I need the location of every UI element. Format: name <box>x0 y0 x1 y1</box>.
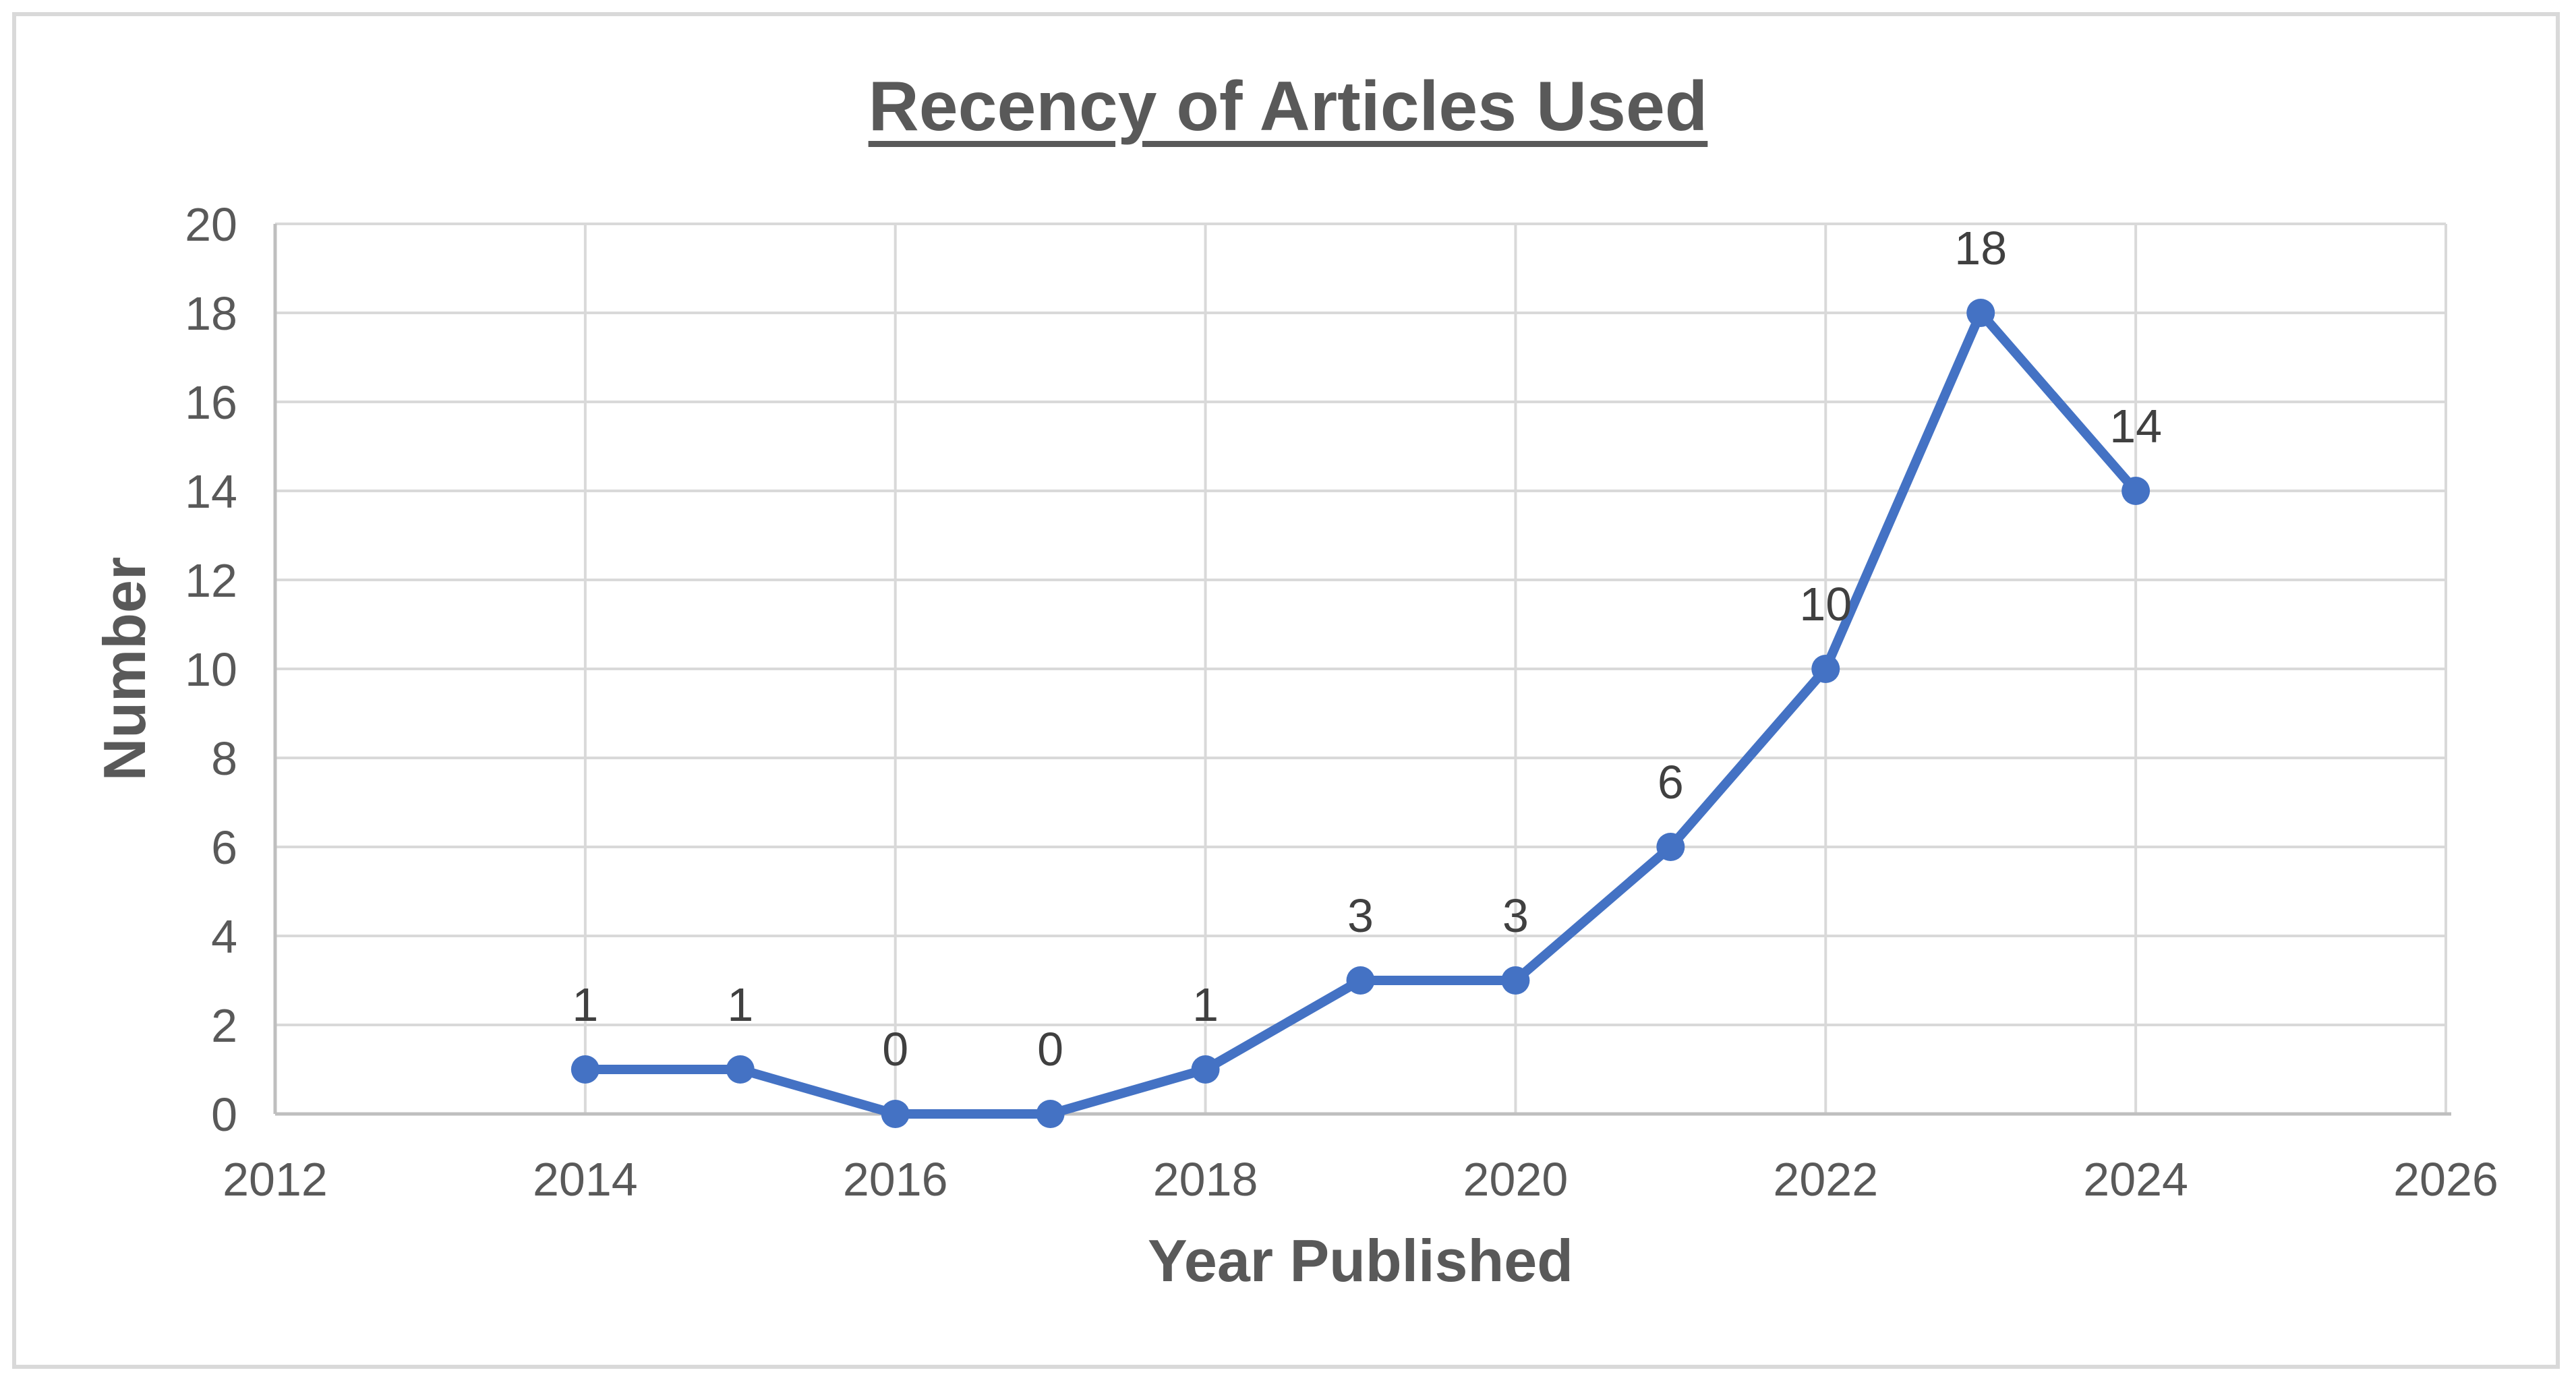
data-label-2016: 0 <box>882 1023 908 1075</box>
data-point-marker-2018 <box>1191 1055 1220 1084</box>
y-tick-label-2: 2 <box>211 999 237 1052</box>
y-axis-tick-labels: 0 2 4 6 8 10 12 14 16 18 20 <box>185 198 237 1141</box>
data-label-2021: 6 <box>1658 756 1684 808</box>
data-label-2018: 1 <box>1192 978 1219 1031</box>
y-tick-label-6: 6 <box>211 821 237 874</box>
y-tick-label-18: 18 <box>185 287 237 340</box>
data-point-marker-2019 <box>1346 966 1375 995</box>
y-tick-label-4: 4 <box>211 910 237 963</box>
data-label-2020: 3 <box>1502 889 1529 942</box>
x-tick-label-2022: 2022 <box>1773 1153 1878 1206</box>
data-point-marker-2022 <box>1811 655 1840 683</box>
y-tick-label-14: 14 <box>185 465 237 518</box>
data-point-marker-2014 <box>570 1055 599 1084</box>
x-tick-label-2024: 2024 <box>2083 1153 2188 1206</box>
data-label-2017: 0 <box>1037 1023 1063 1075</box>
x-tick-label-2020: 2020 <box>1463 1153 1569 1206</box>
data-label-2019: 3 <box>1347 889 1374 942</box>
chart-title: Recency of Articles Used <box>868 67 1708 146</box>
x-tick-label-2014: 2014 <box>533 1153 638 1206</box>
data-label-2014: 1 <box>572 978 598 1031</box>
chart-border <box>12 12 2560 1369</box>
x-axis-tick-labels: 2012 2014 2016 2018 2020 2022 2024 2026 <box>223 1153 2498 1206</box>
y-tick-label-0: 0 <box>211 1088 237 1141</box>
data-point-marker-2023 <box>1966 299 1995 327</box>
data-label-2023: 18 <box>1954 222 2007 274</box>
y-tick-label-8: 8 <box>211 732 237 785</box>
horizontal-gridlines <box>275 223 2446 1026</box>
y-tick-label-10: 10 <box>185 643 237 696</box>
x-tick-label-2026: 2026 <box>2393 1153 2498 1206</box>
x-tick-label-2012: 2012 <box>223 1153 328 1206</box>
x-tick-label-2018: 2018 <box>1153 1153 1258 1206</box>
data-point-marker-2015 <box>726 1055 755 1084</box>
data-point-marker-2016 <box>881 1100 910 1128</box>
data-label-2015: 1 <box>727 978 753 1031</box>
data-point-marker-2017 <box>1036 1100 1065 1128</box>
y-tick-label-16: 16 <box>185 376 237 429</box>
data-point-marker-2021 <box>1656 833 1685 861</box>
y-tick-label-12: 12 <box>185 554 237 607</box>
data-label-2024: 14 <box>2109 400 2162 452</box>
data-point-marker-2020 <box>1501 966 1530 995</box>
y-tick-label-20: 20 <box>185 198 237 251</box>
data-point-marker-2024 <box>2121 477 2150 505</box>
series-markers <box>570 299 2150 1128</box>
x-axis-title: Year Published <box>1148 1227 1573 1294</box>
data-label-2022: 10 <box>1799 578 1852 630</box>
x-tick-label-2016: 2016 <box>843 1153 948 1206</box>
